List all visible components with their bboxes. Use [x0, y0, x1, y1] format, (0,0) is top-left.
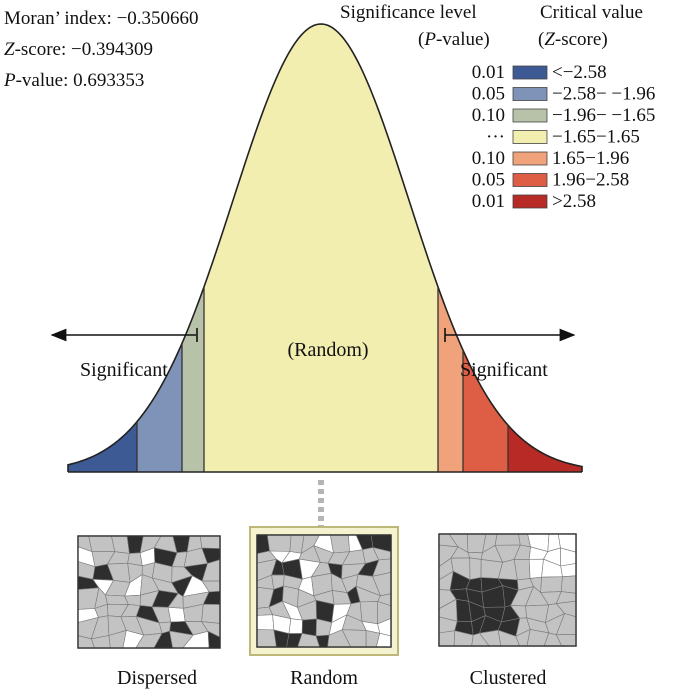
right-significance-arrow — [444, 328, 576, 342]
legend-swatch — [512, 130, 548, 144]
map-label-random: Random — [290, 667, 358, 689]
curve-band-3 — [204, 24, 438, 473]
legend-p-value: 0.10 — [472, 148, 505, 169]
map-region — [560, 575, 577, 594]
curve-band-4 — [438, 24, 463, 473]
right-significant-label: Significant — [460, 359, 548, 381]
random-center-label: (Random) — [287, 339, 368, 361]
map-region — [359, 601, 379, 625]
curve-outline — [67, 23, 583, 472]
map-region — [330, 534, 350, 554]
map-region — [256, 614, 275, 631]
curve-band-2 — [182, 24, 204, 473]
statistics-block: Moran’ index: −0.350660 Z-score: −0.3943… — [3, 8, 199, 91]
legend-p-value: 0.10 — [472, 105, 505, 126]
legend-p-value: 0.01 — [472, 62, 505, 83]
moran-index-text: Moran’ index: −0.350660 — [4, 8, 199, 29]
map-panels: Dispersed Random Clustered — [77, 526, 577, 689]
map-region — [88, 535, 116, 553]
map-region — [201, 603, 221, 624]
random-map — [249, 526, 399, 656]
legend-p-value: 0.05 — [472, 170, 505, 191]
map-region — [288, 618, 303, 634]
legend-swatch — [512, 65, 548, 80]
legend-z-range: >2.58 — [552, 191, 596, 212]
legend-z-range: 1.96−2.58 — [552, 170, 629, 191]
map-region — [560, 563, 577, 578]
clustered-map — [438, 533, 577, 647]
map-label-dispersed: Dispersed — [117, 667, 197, 689]
map-region — [528, 558, 544, 579]
legend-z-range: −1.65−1.65 — [552, 127, 640, 148]
map-region — [256, 629, 277, 648]
legend-z-range: −1.96− −1.65 — [552, 105, 655, 126]
legend-z-range: 1.65−1.96 — [552, 148, 629, 169]
legend-swatch — [512, 87, 548, 101]
map-region — [267, 534, 292, 552]
legend-z-range: −2.58− −1.96 — [552, 84, 655, 105]
dispersed-map — [77, 535, 221, 649]
map-label-clustered: Clustered — [470, 667, 547, 689]
legend-swatch — [512, 151, 548, 166]
map-region — [540, 576, 563, 593]
legend-header-critical-sub: (Z-score) — [538, 29, 608, 50]
legend-header-significance: Significance level — [340, 2, 477, 23]
legend-swatch — [512, 108, 548, 123]
legend-z-range: <−2.58 — [552, 62, 607, 83]
map-region — [167, 606, 186, 623]
left-significance-arrow — [50, 328, 198, 342]
legend-swatch — [512, 173, 548, 187]
map-region — [438, 630, 456, 647]
legend-swatch — [512, 194, 548, 209]
z-score-text: Z-score: −0.394309 — [4, 39, 153, 60]
left-significant-label: Significant — [80, 359, 168, 381]
legend: Significance level (P-value) Critical va… — [340, 2, 655, 212]
legend-p-value: 0.01 — [472, 191, 505, 212]
map-region — [469, 557, 482, 580]
legend-header-critical: Critical value — [540, 2, 643, 23]
map-region — [494, 533, 521, 546]
legend-p-value: 0.05 — [472, 84, 505, 105]
legend-header-significance-sub: (P-value) — [418, 29, 490, 50]
p-value-text: P-value: 0.693353 — [3, 70, 144, 91]
legend-p-value: ··· — [486, 127, 505, 148]
map-region — [301, 618, 317, 637]
map-region — [199, 535, 221, 549]
